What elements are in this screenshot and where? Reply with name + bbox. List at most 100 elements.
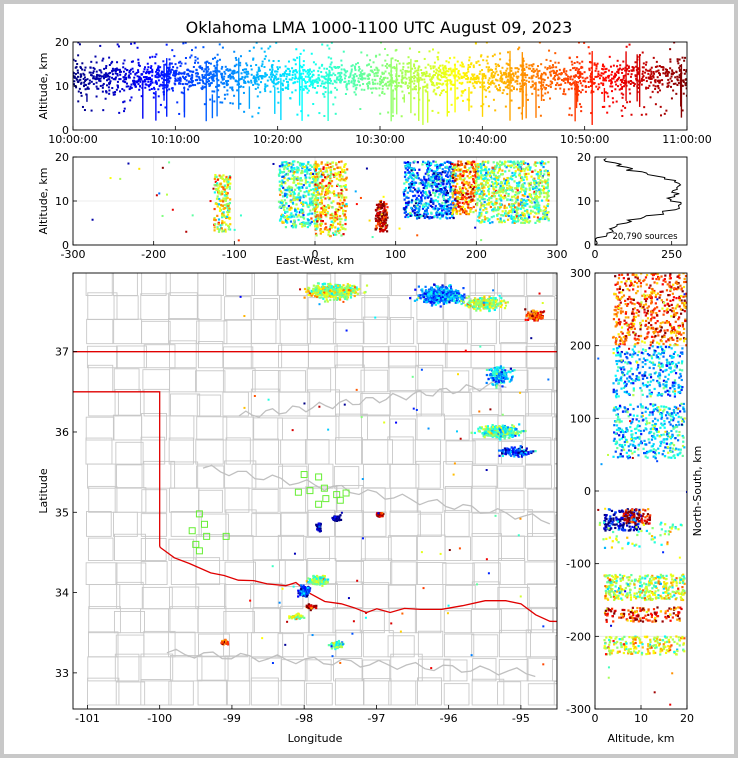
ew-height-source	[442, 205, 446, 208]
time-height-source	[682, 92, 685, 95]
ew-height-source	[226, 192, 229, 195]
ew-height-source	[295, 168, 298, 172]
time-height-source	[99, 44, 102, 47]
ew-height-source	[469, 192, 473, 195]
ew-height-source	[284, 210, 287, 213]
time-height-source	[125, 85, 128, 88]
time-height-source	[125, 69, 128, 72]
ew-height-source	[465, 180, 468, 184]
ew-height-source	[425, 192, 428, 196]
time-height-source	[488, 86, 491, 89]
ew-height-source	[335, 233, 338, 236]
ew-height-source	[219, 176, 222, 179]
time-height-source	[652, 84, 655, 87]
time-height-source	[402, 97, 405, 100]
time-height-source	[569, 69, 572, 72]
time-height-source	[601, 67, 604, 70]
ew-height-source	[223, 194, 226, 197]
time-height-source	[494, 63, 497, 66]
time-height-source	[128, 88, 131, 91]
time-height-source	[325, 71, 328, 74]
time-height-source	[104, 75, 107, 78]
time-height-source	[204, 61, 207, 64]
time-height-source	[421, 74, 424, 77]
time-height-source	[99, 84, 102, 87]
time-height-source	[505, 76, 508, 79]
ew-height-source	[452, 203, 455, 206]
time-height-source	[271, 80, 274, 83]
ew-height-source	[331, 225, 334, 229]
ew-height-source	[409, 189, 412, 193]
time-height-source	[612, 101, 615, 104]
time-height-source	[647, 72, 650, 75]
ew-height-source	[448, 165, 451, 169]
time-height-source	[350, 70, 353, 73]
time-height-source	[150, 80, 153, 83]
time-height-source	[220, 81, 223, 84]
time-height-source	[296, 80, 299, 83]
ew-height-source	[227, 204, 230, 207]
time-height-source	[494, 72, 497, 75]
time-height-source	[204, 76, 207, 79]
ew-height-source	[451, 175, 454, 178]
time-height-source	[235, 58, 238, 61]
time-height-source	[328, 65, 331, 68]
time-height-source	[327, 73, 330, 76]
time-height-source	[525, 79, 528, 82]
time-height-source	[531, 85, 534, 88]
time-height-source	[236, 70, 239, 73]
ew-height-source	[463, 177, 466, 180]
ew-height-source	[526, 162, 530, 166]
ew-height-source	[224, 177, 228, 181]
ew-height-source	[377, 212, 380, 215]
ew-height-source	[223, 178, 226, 181]
time-height-source	[287, 68, 290, 71]
time-height-source	[230, 76, 233, 79]
time-height-source	[339, 74, 342, 77]
ew-height-source	[413, 160, 416, 163]
ew-height-source	[446, 173, 449, 176]
time-height-source	[552, 66, 555, 69]
time-height-source	[681, 109, 684, 112]
time-height-source	[361, 76, 364, 79]
time-height-source	[282, 72, 285, 75]
ew-height-source	[411, 180, 414, 183]
time-height-source	[263, 57, 266, 60]
ew-height-source	[428, 164, 431, 167]
time-height-source	[294, 69, 297, 72]
ew-height-source	[376, 219, 379, 222]
time-height-source	[569, 78, 572, 81]
ew-height-source	[324, 214, 327, 217]
ew-height-source	[292, 178, 296, 181]
time-height-source	[580, 110, 583, 113]
time-height-source	[229, 75, 232, 78]
ew-height-source	[446, 200, 449, 203]
ew-height-source	[380, 213, 383, 216]
ew-height-source	[413, 205, 417, 208]
time-height-source	[442, 72, 445, 75]
ew-height-source	[302, 183, 305, 187]
time-height-source	[212, 57, 215, 60]
time-height-source	[602, 82, 605, 85]
ew-height-source	[438, 166, 442, 170]
time-height-source	[136, 75, 139, 78]
time-height-source	[526, 98, 529, 101]
ew-height-source	[461, 187, 464, 190]
ew-height-source	[314, 160, 317, 163]
ew-height-source	[304, 174, 307, 177]
time-height-source	[571, 63, 574, 66]
ew-height-source	[493, 191, 496, 194]
ew-height-source	[421, 194, 424, 197]
ew-height-source	[335, 194, 338, 197]
time-height-source	[355, 75, 358, 78]
time-height-source	[437, 86, 440, 89]
time-height-source	[79, 73, 82, 76]
time-height-panel: 10:00:00 10:10:00 10:20:00 10:30:00 10:40:00…	[37, 36, 712, 146]
ew-height-source	[431, 191, 435, 194]
ew-height-source	[283, 204, 286, 207]
time-height-source	[617, 78, 620, 81]
time-height-source	[535, 68, 538, 71]
ew-height-source	[316, 199, 319, 202]
time-height-source	[519, 88, 522, 91]
time-height-source	[407, 62, 410, 65]
